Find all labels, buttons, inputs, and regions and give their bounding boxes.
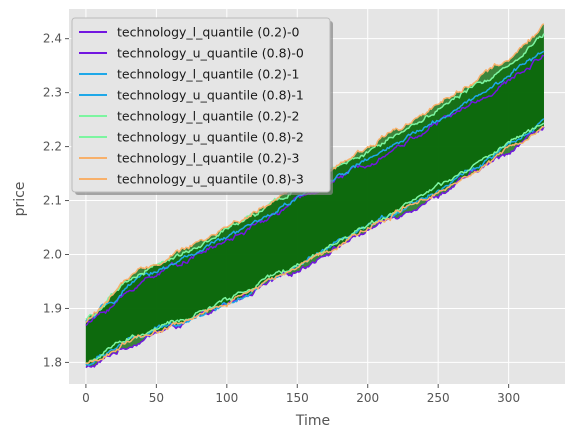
- x-tick-label: 50: [149, 391, 164, 405]
- x-tick-label: 100: [215, 391, 238, 405]
- legend-label: technology_l_quantile (0.2)-2: [117, 109, 299, 124]
- x-tick-label: 250: [427, 391, 450, 405]
- y-axis-ticks: 1.8 1.9 2.0 2.1 2.2 2.3 2.4: [43, 32, 69, 369]
- legend-label: technology_u_quantile (0.8)-1: [117, 88, 304, 103]
- legend-label: technology_l_quantile (0.2)-0: [117, 25, 299, 40]
- y-tick-label: 2.4: [43, 32, 62, 46]
- legend-label: technology_u_quantile (0.8)-0: [117, 46, 304, 61]
- legend-label: technology_l_quantile (0.2)-1: [117, 67, 299, 82]
- y-axis-label: price: [12, 182, 28, 217]
- y-tick-label: 2.1: [43, 194, 62, 208]
- legend-label: technology_u_quantile (0.8)-3: [117, 172, 304, 187]
- y-tick-label: 2.2: [43, 140, 62, 154]
- x-tick-label: 200: [356, 391, 379, 405]
- legend-label: technology_l_quantile (0.2)-3: [117, 151, 299, 166]
- x-axis-label: Time: [295, 413, 330, 429]
- x-axis-ticks: 0 50 100 150 200 250 300: [82, 384, 520, 405]
- y-tick-label: 2.0: [43, 248, 62, 262]
- y-tick-label: 2.3: [43, 86, 62, 100]
- y-tick-label: 1.8: [43, 355, 62, 369]
- legend-label: technology_u_quantile (0.8)-2: [117, 130, 304, 145]
- series-line: [85, 125, 545, 365]
- x-tick-label: 0: [82, 391, 90, 405]
- legend: technology_l_quantile (0.2)-0 technology_…: [71, 17, 333, 195]
- x-tick-label: 150: [286, 391, 309, 405]
- legend-box: [71, 17, 331, 193]
- y-tick-label: 1.9: [43, 301, 62, 315]
- x-tick-label: 300: [497, 391, 520, 405]
